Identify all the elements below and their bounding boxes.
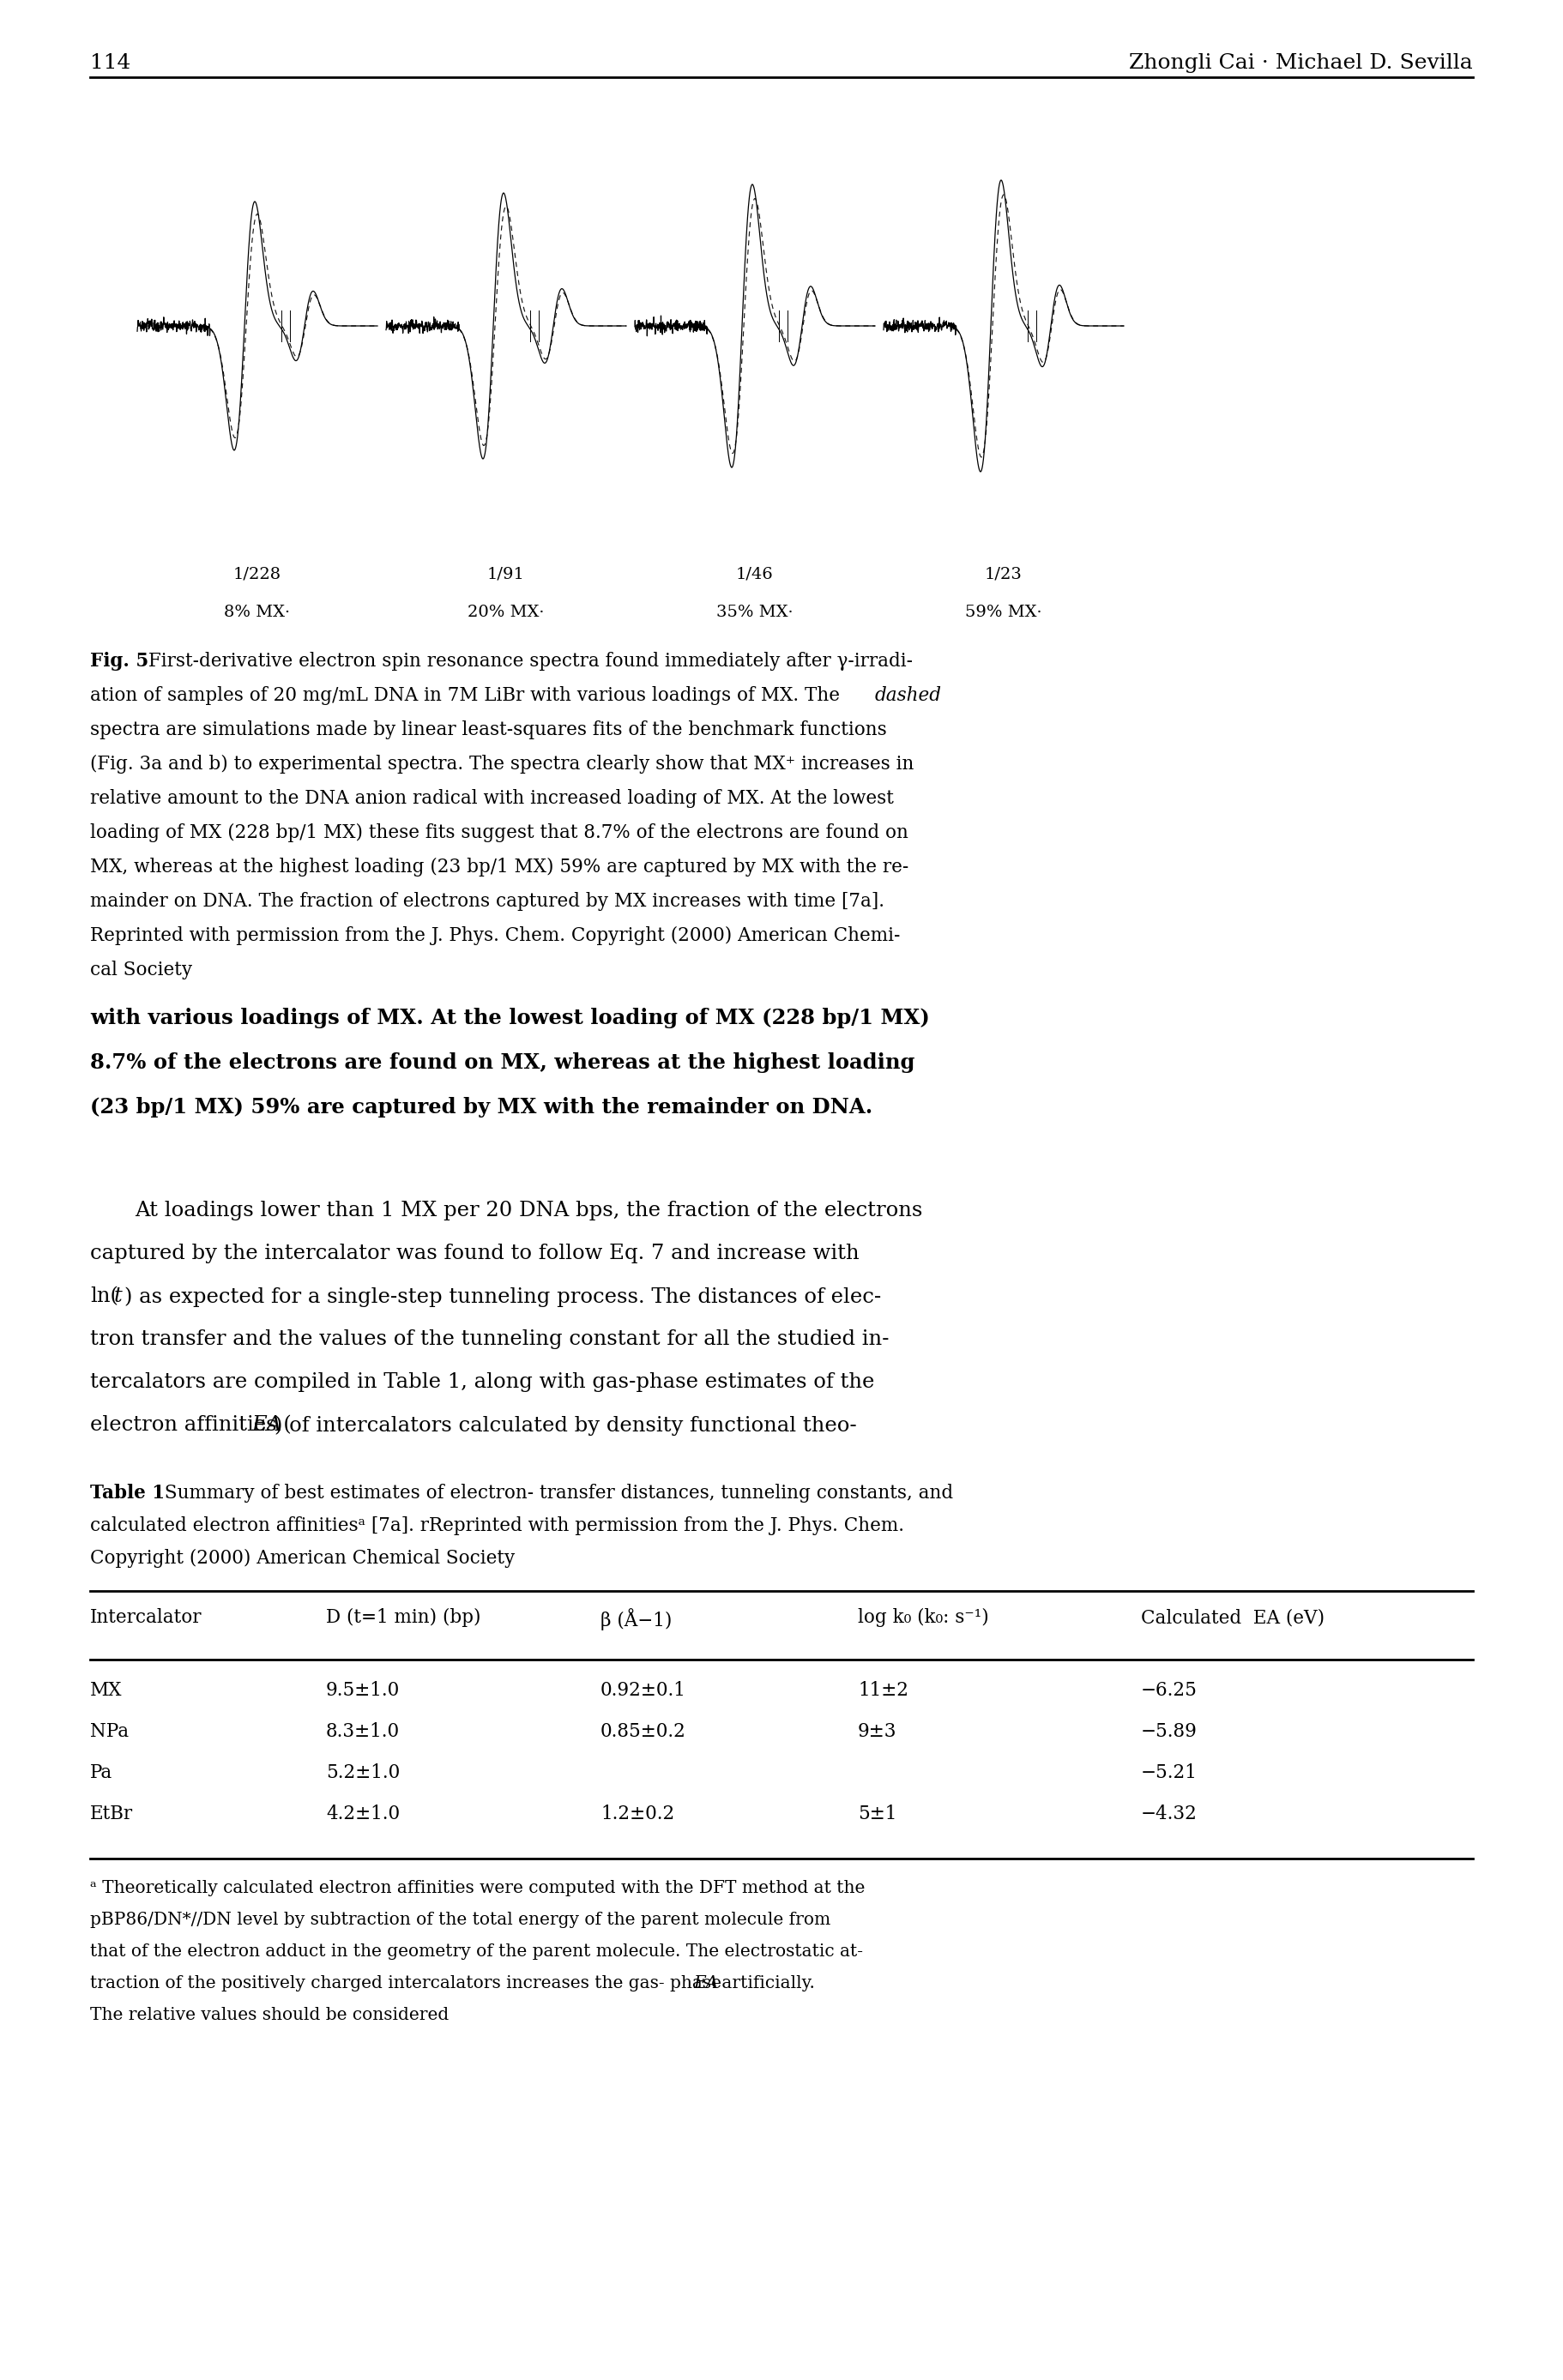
Text: 0.92±0.1: 0.92±0.1: [600, 1680, 686, 1699]
Text: tercalators are compiled in Table 1, along with gas-phase estimates of the: tercalators are compiled in Table 1, alo…: [91, 1373, 874, 1392]
Text: Table 1: Table 1: [91, 1483, 164, 1502]
Text: 9.5±1.0: 9.5±1.0: [327, 1680, 400, 1699]
Text: cal Society: cal Society: [91, 962, 192, 981]
Text: 114: 114: [91, 52, 131, 74]
Text: The relative values should be considered: The relative values should be considered: [91, 2006, 449, 2023]
Text: t: t: [114, 1288, 122, 1307]
Text: 5.2±1.0: 5.2±1.0: [327, 1764, 400, 1783]
Text: First-derivative electron spin resonance spectra found immediately after γ-irrad: First-derivative electron spin resonance…: [148, 652, 913, 671]
Text: Summary of best estimates of electron- transfer distances, tunneling constants, : Summary of best estimates of electron- t…: [159, 1483, 953, 1502]
Text: ᵃ Theoretically calculated electron affinities were computed with the DFT method: ᵃ Theoretically calculated electron affi…: [91, 1880, 864, 1897]
Text: ln(: ln(: [91, 1288, 119, 1307]
Text: captured by the intercalator was found to follow Eq. 7 and increase with: captured by the intercalator was found t…: [91, 1245, 860, 1264]
Text: artificially.: artificially.: [716, 1975, 814, 1992]
Text: 11±2: 11±2: [858, 1680, 908, 1699]
Text: ) as expected for a single-step tunneling process. The distances of elec-: ) as expected for a single-step tunnelin…: [125, 1288, 882, 1307]
Text: 5±1: 5±1: [858, 1804, 897, 1823]
Text: Fig. 5: Fig. 5: [91, 652, 148, 671]
Text: calculated electron affinitiesᵃ [7a]. rReprinted with permission from the J. Phy: calculated electron affinitiesᵃ [7a]. rR…: [91, 1516, 903, 1535]
Text: ) of intercalators calculated by density functional theo-: ) of intercalators calculated by density…: [275, 1416, 857, 1435]
Text: 1/228: 1/228: [233, 566, 281, 581]
Text: 8% MX·: 8% MX·: [224, 605, 291, 621]
Text: Copyright (2000) American Chemical Society: Copyright (2000) American Chemical Socie…: [91, 1549, 514, 1568]
Text: At loadings lower than 1 MX per 20 DNA bps, the fraction of the electrons: At loadings lower than 1 MX per 20 DNA b…: [134, 1202, 922, 1221]
Text: ation of samples of 20 mg/mL DNA in 7M LiBr with various loadings of MX. The: ation of samples of 20 mg/mL DNA in 7M L…: [91, 685, 846, 704]
Text: Calculated  EA (eV): Calculated EA (eV): [1141, 1609, 1324, 1628]
Text: EA: EA: [692, 1975, 719, 1992]
Text: loading of MX (228 bp/1 MX) these fits suggest that 8.7% of the electrons are fo: loading of MX (228 bp/1 MX) these fits s…: [91, 823, 908, 843]
Text: 1/91: 1/91: [488, 566, 525, 581]
Text: 1/23: 1/23: [985, 566, 1022, 581]
Text: 1.2±0.2: 1.2±0.2: [600, 1804, 675, 1823]
Text: electron affinities (: electron affinities (: [91, 1416, 291, 1435]
Text: 8.3±1.0: 8.3±1.0: [327, 1723, 400, 1742]
Text: log k₀ (k₀: s⁻¹): log k₀ (k₀: s⁻¹): [858, 1609, 989, 1628]
Text: 59% MX·: 59% MX·: [966, 605, 1043, 621]
Text: mainder on DNA. The fraction of electrons captured by MX increases with time [7a: mainder on DNA. The fraction of electron…: [91, 892, 885, 912]
Text: 8.7% of the electrons are found on MX, whereas at the highest loading: 8.7% of the electrons are found on MX, w…: [91, 1052, 914, 1073]
Text: D (t=1 min) (bp): D (t=1 min) (bp): [327, 1609, 481, 1628]
Text: Intercalator: Intercalator: [91, 1609, 202, 1628]
Text: EA: EA: [252, 1416, 281, 1435]
Text: −5.21: −5.21: [1141, 1764, 1197, 1783]
Text: β (Å−1): β (Å−1): [600, 1609, 672, 1630]
Text: Zhongli Cai · Michael D. Sevilla: Zhongli Cai · Michael D. Sevilla: [1128, 52, 1472, 74]
Text: 20% MX·: 20% MX·: [467, 605, 544, 621]
Text: 9±3: 9±3: [858, 1723, 897, 1742]
Text: EtBr: EtBr: [91, 1804, 133, 1823]
Text: −5.89: −5.89: [1141, 1723, 1197, 1742]
Text: 4.2±1.0: 4.2±1.0: [327, 1804, 400, 1823]
Text: NPa: NPa: [91, 1723, 128, 1742]
Text: relative amount to the DNA anion radical with increased loading of MX. At the lo: relative amount to the DNA anion radical…: [91, 790, 894, 807]
Text: (Fig. 3a and b) to experimental spectra. The spectra clearly show that MX⁺ incre: (Fig. 3a and b) to experimental spectra.…: [91, 754, 914, 774]
Text: MX, whereas at the highest loading (23 bp/1 MX) 59% are captured by MX with the : MX, whereas at the highest loading (23 b…: [91, 857, 908, 876]
Text: MX: MX: [91, 1680, 122, 1699]
Text: with various loadings of MX. At the lowest loading of MX (228 bp/1 MX): with various loadings of MX. At the lowe…: [91, 1007, 930, 1028]
Text: 35% MX·: 35% MX·: [716, 605, 794, 621]
Text: traction of the positively charged intercalators increases the gas- phase: traction of the positively charged inter…: [91, 1975, 727, 1992]
Text: tron transfer and the values of the tunneling constant for all the studied in-: tron transfer and the values of the tunn…: [91, 1330, 889, 1349]
Text: Pa: Pa: [91, 1764, 113, 1783]
Text: Reprinted with permission from the J. Phys. Chem. Copyright (2000) American Chem: Reprinted with permission from the J. Ph…: [91, 926, 900, 945]
Text: (23 bp/1 MX) 59% are captured by MX with the remainder on DNA.: (23 bp/1 MX) 59% are captured by MX with…: [91, 1097, 872, 1119]
Text: dashed: dashed: [875, 685, 942, 704]
Text: −6.25: −6.25: [1141, 1680, 1197, 1699]
Text: 1/46: 1/46: [736, 566, 774, 581]
Text: spectra are simulations made by linear least-squares fits of the benchmark funct: spectra are simulations made by linear l…: [91, 721, 886, 740]
Text: −4.32: −4.32: [1141, 1804, 1197, 1823]
Text: pBP86/DN*//DN level by subtraction of the total energy of the parent molecule fr: pBP86/DN*//DN level by subtraction of th…: [91, 1911, 830, 1928]
Text: that of the electron adduct in the geometry of the parent molecule. The electros: that of the electron adduct in the geome…: [91, 1944, 863, 1959]
Text: 0.85±0.2: 0.85±0.2: [600, 1723, 686, 1742]
